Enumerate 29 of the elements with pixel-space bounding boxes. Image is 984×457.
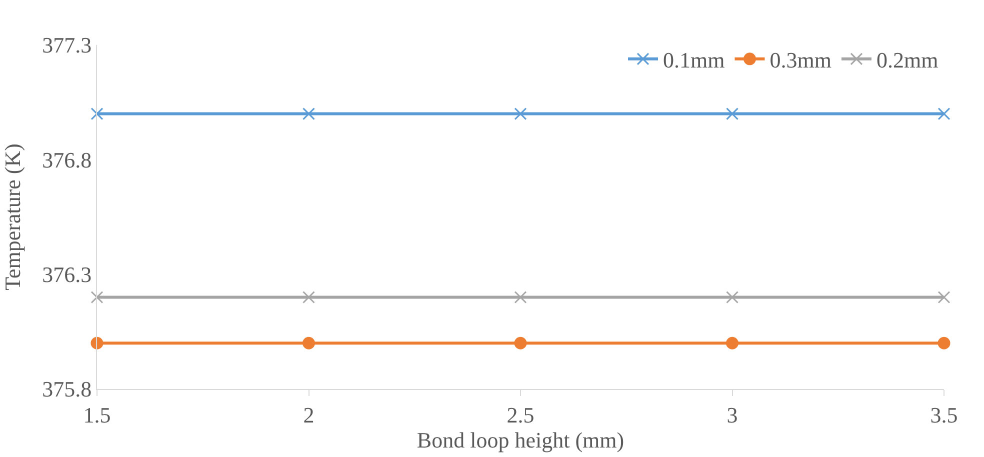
- point: [90, 291, 104, 304]
- point: [938, 336, 950, 350]
- point: [302, 336, 315, 350]
- legend-label: 0.3mm: [770, 48, 832, 72]
- x-tick-label: 3.5: [930, 402, 958, 428]
- point: [302, 291, 315, 304]
- y-tick-label: 377.3: [42, 32, 92, 58]
- point: [90, 108, 104, 120]
- point: [938, 108, 950, 120]
- point: [514, 336, 527, 350]
- point: [938, 291, 950, 304]
- y-tick-label: 376.8: [42, 147, 92, 172]
- y-tick-label: 376.3: [42, 262, 92, 288]
- legend-label: 0.2mm: [876, 48, 938, 72]
- x-axis-title: Bond loop height (mm): [416, 427, 624, 452]
- x-tick-label: 3: [726, 402, 738, 428]
- point: [726, 291, 738, 304]
- legend-label: 0.1mm: [663, 48, 725, 72]
- x-tick-label: 2: [303, 402, 314, 428]
- y-tick-label: 375.8: [42, 376, 92, 402]
- y-axis-title: Temperature (K): [0, 144, 25, 290]
- point: [514, 291, 527, 304]
- point: [90, 336, 104, 350]
- point: [726, 336, 738, 350]
- point: [726, 108, 738, 120]
- point: [302, 108, 315, 120]
- point: [514, 108, 527, 120]
- x-tick-label: 1.5: [83, 402, 111, 428]
- x-tick-label: 2.5: [506, 402, 534, 428]
